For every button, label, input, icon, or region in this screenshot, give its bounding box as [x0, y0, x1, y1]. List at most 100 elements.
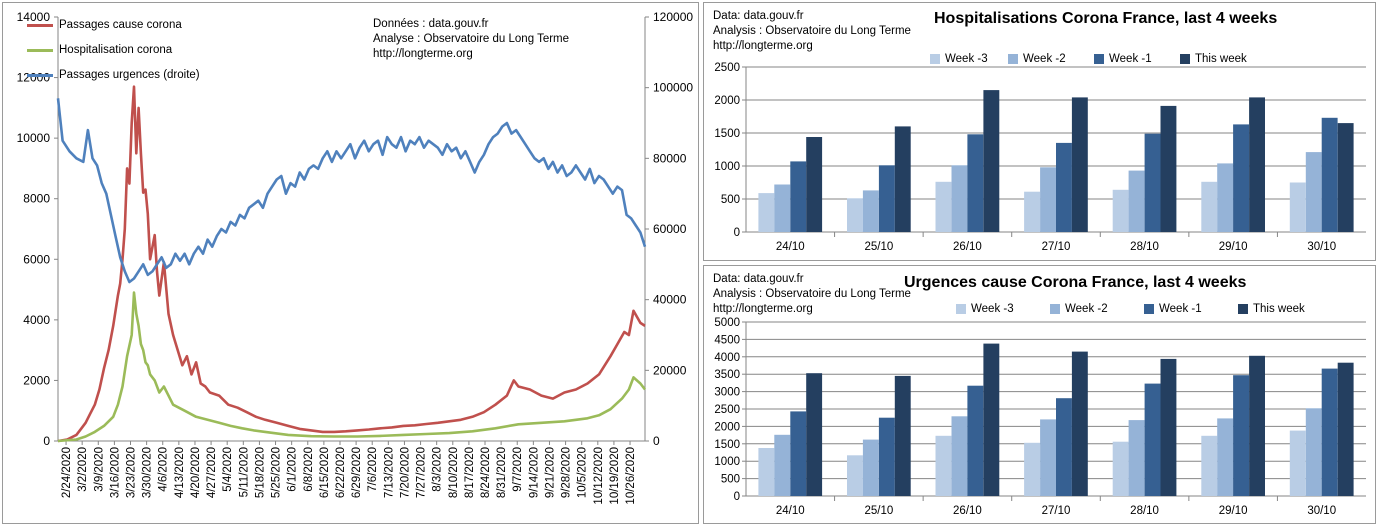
x-tick-label: 7/6/2020	[367, 447, 379, 492]
bar	[1217, 418, 1234, 496]
x-tick-label: 5/4/2020	[222, 447, 234, 492]
legend-swatch	[930, 54, 940, 64]
legend-item-this-week: This week	[1180, 53, 1247, 65]
daily-trend-chart-panel: 0 2000 4000 6000 8000 10000 12000 14000 0 20000 40…	[2, 2, 699, 524]
x-tick-label: 3/16/2020	[109, 447, 121, 498]
y-tick-label-left: 0	[43, 434, 50, 448]
x-tick-label: 9/14/2020	[528, 447, 540, 498]
y-tick-label: 2000	[714, 95, 740, 107]
bar	[1024, 442, 1040, 496]
bar	[1289, 430, 1306, 496]
x-tick-label: 6/8/2020	[303, 447, 315, 492]
y-tick-label-right: 60000	[653, 222, 687, 236]
bar	[1128, 420, 1145, 496]
x-tick-label: 6/29/2020	[351, 447, 363, 498]
legend-item-week-2: Week -2	[1008, 53, 1066, 65]
y-tick-label-left: 6000	[23, 252, 50, 266]
bar	[1305, 152, 1322, 232]
y-tick-label: 1000	[714, 161, 740, 173]
bar	[1160, 105, 1177, 232]
legend-swatch	[1094, 54, 1104, 64]
bar	[758, 448, 775, 496]
bar	[878, 417, 895, 496]
bar	[1305, 408, 1322, 496]
legend-label: Week -2	[1023, 53, 1066, 65]
x-tick-label: 6/22/2020	[335, 447, 347, 498]
x-tick-label: 3/23/2020	[126, 447, 138, 498]
bar	[1056, 142, 1072, 232]
source-line: Analyse : Observatoire du Long Terme	[373, 33, 570, 45]
bar	[894, 126, 911, 232]
x-tick-label: 27/10	[1042, 241, 1071, 253]
y-tick-label-left: 8000	[23, 192, 50, 206]
x-tick-label: 4/13/2020	[174, 447, 186, 498]
bar	[1217, 163, 1234, 232]
y-tick-label: 1000	[714, 456, 740, 468]
source-line: http://longterme.org	[713, 303, 813, 315]
bar	[1321, 117, 1338, 232]
y-tick-label-left: 2000	[23, 373, 50, 387]
x-tick-label: 9/7/2020	[512, 447, 524, 492]
bar	[1201, 435, 1218, 496]
data-source-note: Data: data.gouv.fr Analysis : Observatoi…	[713, 9, 911, 54]
x-tick-label: 29/10	[1219, 241, 1248, 253]
x-tick-label: 30/10	[1307, 241, 1336, 253]
x-tick-label: 30/10	[1307, 505, 1336, 517]
legend-label: This week	[1253, 303, 1305, 315]
x-tick-label: 25/10	[864, 241, 893, 253]
source-line: http://longterme.org	[713, 40, 813, 52]
urgences-bar-chart-panel: 0 500 1000 1500 2000 2500 3000 3500 4000 4500 5000…	[703, 265, 1376, 524]
y-tick-label: 2500	[714, 404, 740, 416]
data-source-note: Data: data.gouv.fr Analysis : Observatoi…	[713, 272, 911, 317]
x-tick-label: 25/10	[864, 505, 893, 517]
legend-swatch	[1180, 54, 1190, 64]
bar	[1201, 181, 1218, 232]
legend-item-week-3: Week -3	[956, 303, 1014, 315]
chart-title: Hospitalisations Corona France, last 4 w…	[934, 10, 1278, 27]
x-tick-label: 4/6/2020	[158, 447, 170, 492]
x-tick-label: 9/28/2020	[561, 447, 573, 498]
legend-label: Week -3	[945, 53, 988, 65]
bar	[1321, 368, 1338, 496]
y-tick-label: 3000	[714, 387, 740, 399]
y-tick-label: 0	[734, 227, 740, 239]
bar	[1160, 358, 1177, 496]
bar	[1128, 170, 1145, 232]
y-tick-label-left: 10000	[17, 131, 51, 145]
hospitalisations-bar-chart-panel: 0 500 1000 1500 2000 2500 24/10 25/10 26/10 27/10…	[703, 2, 1376, 261]
y-tick-label: 2000	[714, 421, 740, 433]
legend-swatch	[1008, 54, 1018, 64]
legend-swatch	[956, 304, 966, 314]
bar	[806, 373, 823, 496]
x-tick-label: 28/10	[1130, 505, 1159, 517]
x-tick-label: 3/2/2020	[77, 447, 89, 492]
legend-item-week-2: Week -2	[1050, 303, 1108, 315]
bar	[983, 90, 1000, 232]
x-tick-label: 3/9/2020	[93, 447, 105, 492]
x-tick-label: 6/1/2020	[287, 447, 299, 492]
legend-swatch-red	[27, 23, 53, 27]
y-tick-label-right: 120000	[653, 10, 693, 24]
x-tick-label: 8/10/2020	[448, 447, 460, 498]
y-tick-label-right: 80000	[653, 151, 687, 165]
x-tick-label: 8/17/2020	[464, 447, 476, 498]
series-line	[56, 98, 647, 284]
bar	[1071, 351, 1088, 496]
legend-item-this-week: This week	[1238, 303, 1305, 315]
legend-swatch	[1144, 304, 1154, 314]
y-tick-label: 2500	[714, 62, 740, 74]
legend-label: Passages cause corona	[59, 19, 182, 31]
bar	[806, 137, 823, 232]
x-tick-label: 5/18/2020	[254, 447, 266, 498]
legend-swatch	[1050, 304, 1060, 314]
x-tick-label: 5/25/2020	[271, 447, 283, 498]
bar	[1024, 191, 1040, 232]
bar	[1337, 362, 1354, 496]
x-tick-label: 3/30/2020	[142, 447, 154, 498]
y-tick-label-left: 4000	[23, 313, 50, 327]
x-tick-label: 26/10	[953, 505, 982, 517]
x-tick-label: 6/15/2020	[319, 447, 331, 498]
legend-item-hospitalisation: Hospitalisation corona	[27, 44, 172, 56]
y-tick-label: 500	[721, 194, 740, 206]
bar	[1040, 167, 1056, 232]
